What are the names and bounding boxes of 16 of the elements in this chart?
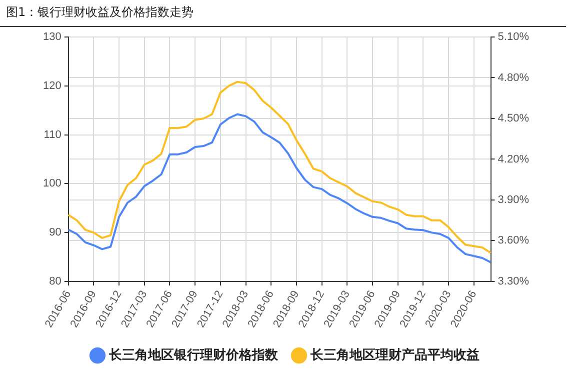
legend-label: 长三角地区理财产品平均收益 <box>310 346 480 363</box>
y-tick-label: 130 <box>42 31 62 44</box>
y-tick-label: 80 <box>49 275 62 288</box>
y-tick-label: 90 <box>49 226 62 239</box>
chart-title: 图1：银行理财收益及价格指数走势 <box>0 0 566 27</box>
y-tick-label: 100 <box>42 178 62 190</box>
y2-tick-label: 4.20% <box>498 153 530 166</box>
y2-tick-label: 3.90% <box>498 194 530 206</box>
y-tick-label: 110 <box>44 128 62 141</box>
y2-tick-label: 3.30% <box>498 275 530 288</box>
y2-tick-label: 4.80% <box>498 72 530 84</box>
y2-tick-label: 5.10% <box>498 31 530 44</box>
y2-tick-label: 4.50% <box>498 112 530 125</box>
y-tick-label: 120 <box>42 80 62 92</box>
y2-tick-label: 3.60% <box>498 234 530 247</box>
legend-label: 长三角地区银行理财价格指数 <box>108 348 279 363</box>
